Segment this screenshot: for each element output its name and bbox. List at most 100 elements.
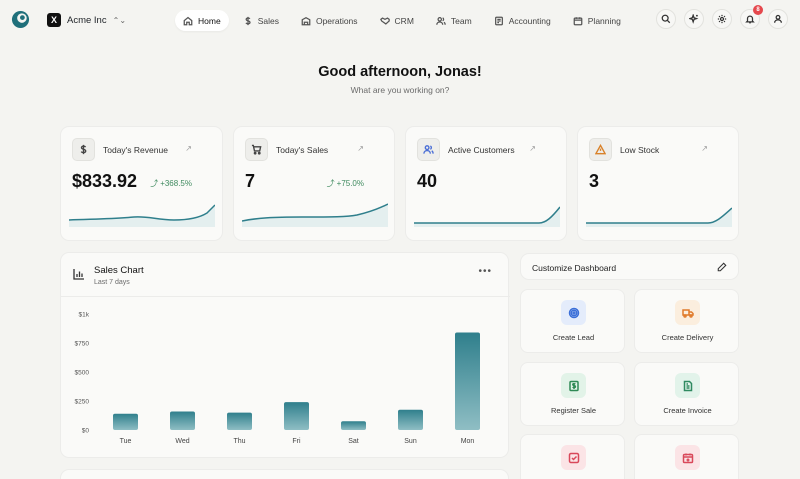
building-icon <box>301 16 311 25</box>
bell-icon <box>745 15 755 24</box>
sparkline <box>586 207 732 227</box>
x-tick-label: Mon <box>461 438 475 445</box>
y-tick-label: $1k <box>79 312 90 319</box>
stat-card-revenue[interactable]: Today's Revenue ↗ $833.92 ⤴ +368.5% <box>60 126 223 241</box>
nav-operations-label: Operations <box>315 15 358 26</box>
nav-accounting[interactable]: Accounting <box>486 10 559 31</box>
stat-change-value: +75.0% <box>336 179 364 188</box>
chevron-updown-icon: ⌃⌄ <box>112 15 127 25</box>
handshake-icon <box>379 16 390 25</box>
top-bar: X Acme Inc ⌃⌄ Home Sales Operations CRM … <box>0 0 800 40</box>
search-button[interactable] <box>656 9 676 29</box>
trending-up-icon: ⤴ <box>326 179 335 188</box>
nav-team[interactable]: Team <box>428 10 480 31</box>
stat-card-sales[interactable]: Today's Sales ↗ 7 ⤴ +75.0% <box>233 126 395 241</box>
more-options-icon[interactable]: ••• <box>478 266 492 277</box>
bar-wed[interactable] <box>170 411 195 430</box>
x-tick-label: Wed <box>175 438 189 445</box>
target-icon <box>561 300 586 325</box>
stat-value: 3 <box>589 171 600 191</box>
org-switcher[interactable]: X Acme Inc ⌃⌄ <box>47 13 126 27</box>
quick-action-schedule-button[interactable] <box>634 434 739 479</box>
profile-button[interactable] <box>768 9 788 29</box>
app-logo-icon[interactable] <box>11 10 30 29</box>
stat-value: $833.92 <box>72 171 138 191</box>
action-label: Create Lead <box>552 333 595 342</box>
trending-up-icon: ⤴ <box>150 179 159 188</box>
greeting-subtitle: What are you working on? <box>350 85 450 95</box>
sales-chart-title: Sales Chart <box>94 265 144 276</box>
nav-sales[interactable]: Sales <box>235 10 287 31</box>
stat-card-customers[interactable]: Active Customers ↗ 40 <box>405 126 567 241</box>
nav-home[interactable]: Home <box>175 10 229 31</box>
nav-planning[interactable]: Planning <box>565 10 629 31</box>
bar-chart-icon <box>73 269 84 280</box>
calendar-icon <box>573 16 583 25</box>
bar-sat[interactable] <box>341 421 366 430</box>
stat-value: 40 <box>417 171 438 191</box>
create-invoice-button[interactable]: Create Invoice <box>634 362 739 426</box>
greeting: Good afternoon, Jonas! What are you work… <box>0 64 800 95</box>
y-tick-label: $0 <box>82 428 90 435</box>
notifications-button[interactable]: 8 <box>740 5 763 29</box>
x-tick-label: Thu <box>233 438 245 445</box>
cart-icon <box>245 138 268 161</box>
x-tick-label: Tue <box>120 438 132 445</box>
nav-crm[interactable]: CRM <box>372 10 422 31</box>
bar-tue[interactable] <box>113 413 138 430</box>
sparkline <box>414 206 560 227</box>
stat-label: Today's Sales <box>276 145 329 155</box>
gear-icon <box>717 14 727 24</box>
bar-mon[interactable] <box>455 332 480 430</box>
pencil-icon[interactable] <box>717 262 727 272</box>
nav-planning-label: Planning <box>587 15 621 26</box>
sales-bar-chart: $0 $250 $500 $750 $1k Tue Wed Thu Fri Sat Sun Mon <box>75 312 480 445</box>
ai-assistant-button[interactable] <box>684 9 704 29</box>
register-sale-button[interactable]: Register Sale <box>520 362 625 426</box>
truck-icon <box>675 300 700 325</box>
bar-thu[interactable] <box>227 412 252 430</box>
dollar-icon <box>72 138 95 161</box>
notification-count-badge: 8 <box>753 5 763 15</box>
sparkles-icon <box>689 14 699 24</box>
arrow-up-right-icon[interactable]: ↗ <box>357 144 364 153</box>
ledger-icon <box>494 16 503 25</box>
nav-home-label: Home <box>198 15 221 26</box>
org-name: Acme Inc <box>67 14 107 26</box>
next-panel-card <box>60 469 509 479</box>
checkbox-icon <box>561 445 586 470</box>
action-label: Register Sale <box>550 406 597 415</box>
receipt-icon <box>561 373 586 398</box>
bar-fri[interactable] <box>284 402 309 430</box>
users-icon <box>436 16 446 25</box>
nav-accounting-label: Accounting <box>508 15 551 26</box>
nav-team-label: Team <box>450 15 472 26</box>
org-logo: X <box>47 13 61 27</box>
bar-sun[interactable] <box>398 409 423 430</box>
header-tools: 8 <box>656 5 788 29</box>
arrow-up-right-icon[interactable]: ↗ <box>185 144 192 153</box>
quick-action-task-button[interactable] <box>520 434 625 479</box>
arrow-up-right-icon[interactable]: ↗ <box>529 144 536 153</box>
create-delivery-button[interactable]: Create Delivery <box>634 289 739 353</box>
create-lead-button[interactable]: Create Lead <box>520 289 625 353</box>
y-tick-label: $750 <box>75 341 90 348</box>
customize-dashboard-card[interactable]: Customize Dashboard <box>520 253 739 280</box>
stat-change: ⤴ +368.5% <box>150 178 192 189</box>
sales-chart-card: Sales Chart Last 7 days ••• $0 $250 $500 $7… <box>60 252 510 458</box>
greeting-title: Good afternoon, Jonas! <box>318 64 482 80</box>
y-tick-label: $500 <box>75 370 90 377</box>
nav-crm-label: CRM <box>394 15 414 26</box>
settings-button[interactable] <box>712 9 732 29</box>
arrow-up-right-icon[interactable]: ↗ <box>701 144 708 153</box>
user-icon <box>774 14 782 23</box>
nav-operations[interactable]: Operations <box>293 10 366 31</box>
x-tick-label: Sun <box>404 438 417 445</box>
stat-label: Active Customers <box>448 145 515 155</box>
warning-icon <box>589 138 612 161</box>
sparkline <box>242 203 388 227</box>
stat-card-low-stock[interactable]: Low Stock ↗ 3 <box>577 126 739 241</box>
x-tick-label: Sat <box>348 438 359 445</box>
stat-value: 7 <box>245 171 256 191</box>
document-icon <box>675 373 700 398</box>
